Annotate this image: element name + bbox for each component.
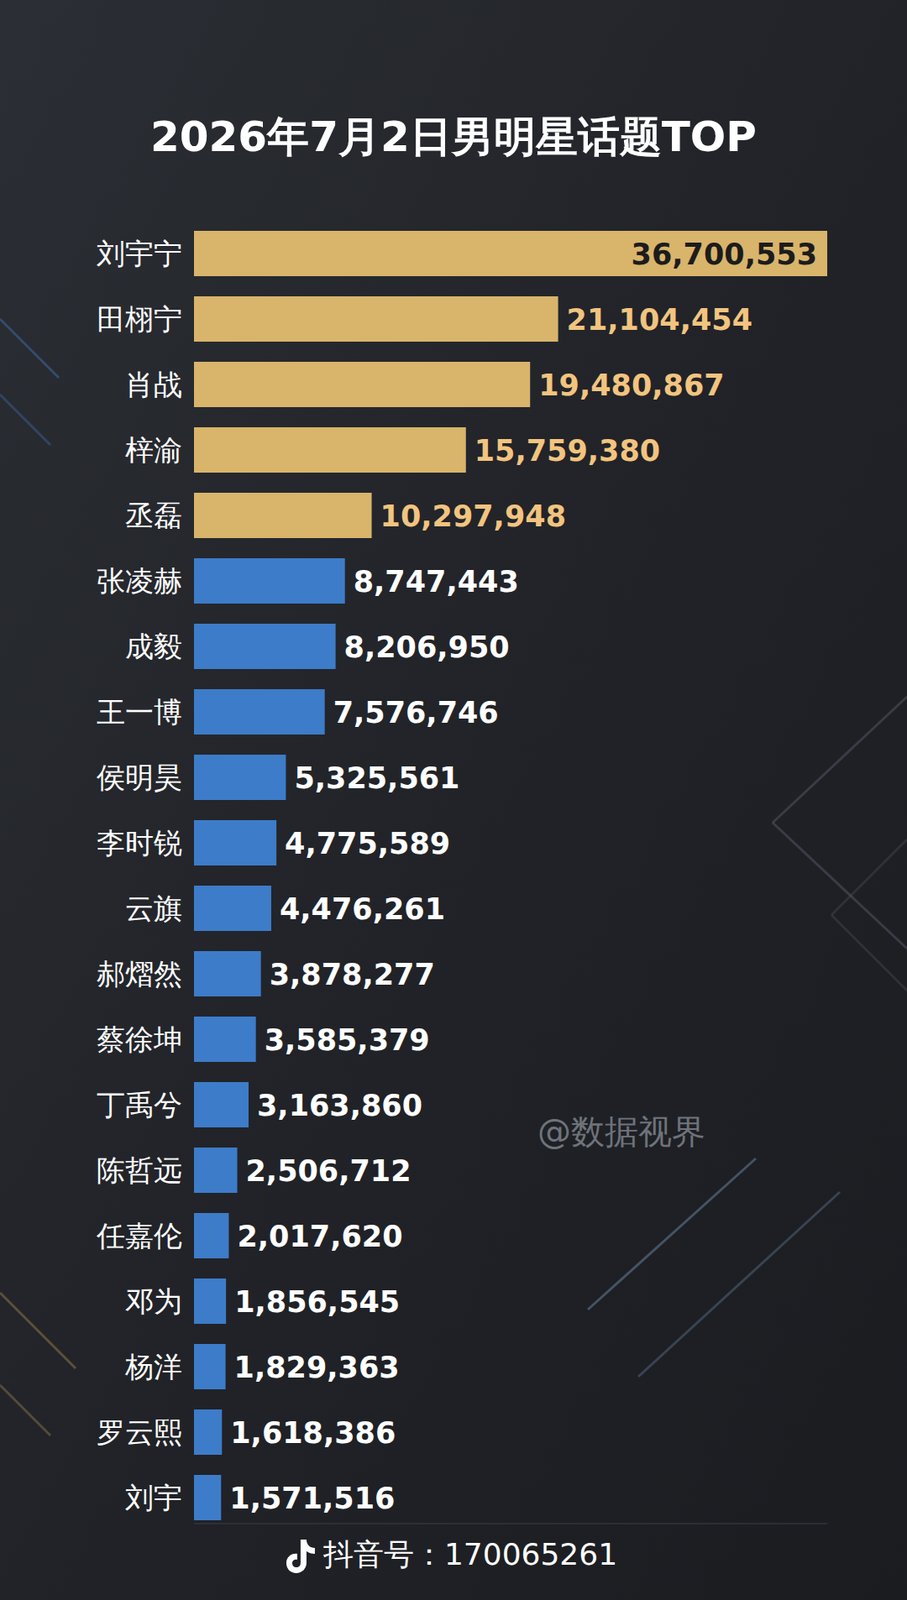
bar [193, 361, 530, 408]
category-label: 任嘉伦 [95, 1219, 183, 1254]
category-label: 刘宇 [125, 1481, 183, 1516]
chart: 2026年7月2日男明星话题TOP 刘宇宁 36,700,553 田栩宁 21,104,… [0, 0, 907, 1600]
decor-line [831, 839, 907, 916]
value-label: 2,506,712 [245, 1154, 411, 1189]
footer: 抖音号：170065261 [322, 1537, 618, 1573]
category-label: 刘宇宁 [96, 236, 183, 271]
bar [193, 1410, 222, 1456]
value-label: 8,206,950 [344, 630, 510, 665]
value-label: 19,480,867 [538, 368, 724, 403]
decor-line [0, 1293, 76, 1369]
bar [193, 886, 272, 932]
value-label: 8,747,443 [353, 565, 520, 599]
category-label: 王一博 [96, 695, 183, 729]
category-label: 杨洋 [124, 1350, 183, 1385]
bar [193, 1279, 226, 1325]
value-label: 3,585,379 [264, 1023, 430, 1058]
bar [193, 689, 326, 735]
value-label: 5,325,561 [293, 761, 460, 796]
category-label: 成毅 [125, 629, 183, 664]
value-label: 4,476,261 [279, 892, 446, 927]
decor-line [0, 319, 59, 378]
value-label: 1,571,516 [229, 1482, 395, 1516]
value-label: 10,297,948 [380, 499, 567, 534]
bar [193, 754, 286, 801]
bar [193, 1082, 249, 1128]
value-label: 4,775,589 [284, 827, 451, 861]
bar [193, 1344, 226, 1390]
category-label: 郝熠然 [96, 957, 183, 991]
bar [193, 951, 262, 997]
value-label: 21,104,454 [566, 303, 753, 337]
decor-line [0, 394, 51, 446]
bar [193, 820, 277, 866]
decor-line [772, 823, 907, 949]
value-label: 3,878,277 [269, 958, 436, 992]
value-label: 3,163,860 [256, 1089, 423, 1123]
douyin-icon-shape [286, 1540, 315, 1574]
decor-line [0, 1385, 51, 1437]
category-label: 张凌赫 [96, 564, 183, 598]
category-label: 侯明昊 [96, 760, 183, 795]
value-label: 7,576,746 [333, 696, 499, 730]
bar [193, 230, 828, 277]
decor-line [638, 1192, 840, 1378]
bar [193, 1475, 221, 1521]
value-label: 1,829,363 [234, 1351, 400, 1385]
category-label: 丁禹兮 [96, 1088, 183, 1122]
category-label: 陈哲远 [96, 1153, 183, 1188]
decor-line [587, 1158, 756, 1311]
decor-line [831, 915, 907, 991]
bars [193, 230, 828, 1521]
watermark: @数据视界 [537, 1112, 706, 1152]
category-label: 云旗 [125, 891, 183, 926]
category-label: 李时锐 [96, 826, 183, 860]
douyin-icon [286, 1540, 315, 1574]
bar [193, 492, 373, 539]
bar [193, 1017, 257, 1063]
bar [193, 1148, 237, 1194]
bar [193, 558, 346, 604]
category-label: 肖战 [125, 367, 183, 402]
category-label: 丞磊 [125, 498, 183, 533]
value-label: 36,700,553 [631, 237, 818, 272]
decoration [0, 319, 907, 1437]
category-label: 罗云熙 [96, 1415, 183, 1450]
value-label: 2,017,620 [236, 1220, 403, 1254]
category-label: 田栩宁 [96, 302, 183, 336]
category-label: 梓渝 [125, 433, 183, 467]
decor-line [772, 697, 907, 824]
value-label: 1,856,545 [234, 1285, 400, 1320]
labels: 刘宇宁 36,700,553 田栩宁 21,104,454 肖战 19,480,867 梓渝… [95, 236, 818, 1516]
background [0, 0, 907, 1600]
bar [193, 623, 336, 670]
bar [193, 427, 467, 473]
category-label: 蔡徐坤 [96, 1022, 183, 1057]
value-label: 15,759,380 [474, 434, 661, 468]
value-label: 1,618,386 [230, 1416, 396, 1451]
category-label: 邓为 [125, 1284, 183, 1319]
x-axis-line [193, 1524, 828, 1526]
bar [193, 296, 559, 342]
title: 2026年7月2日男明星话题TOP [150, 112, 757, 162]
bar [193, 1213, 229, 1259]
